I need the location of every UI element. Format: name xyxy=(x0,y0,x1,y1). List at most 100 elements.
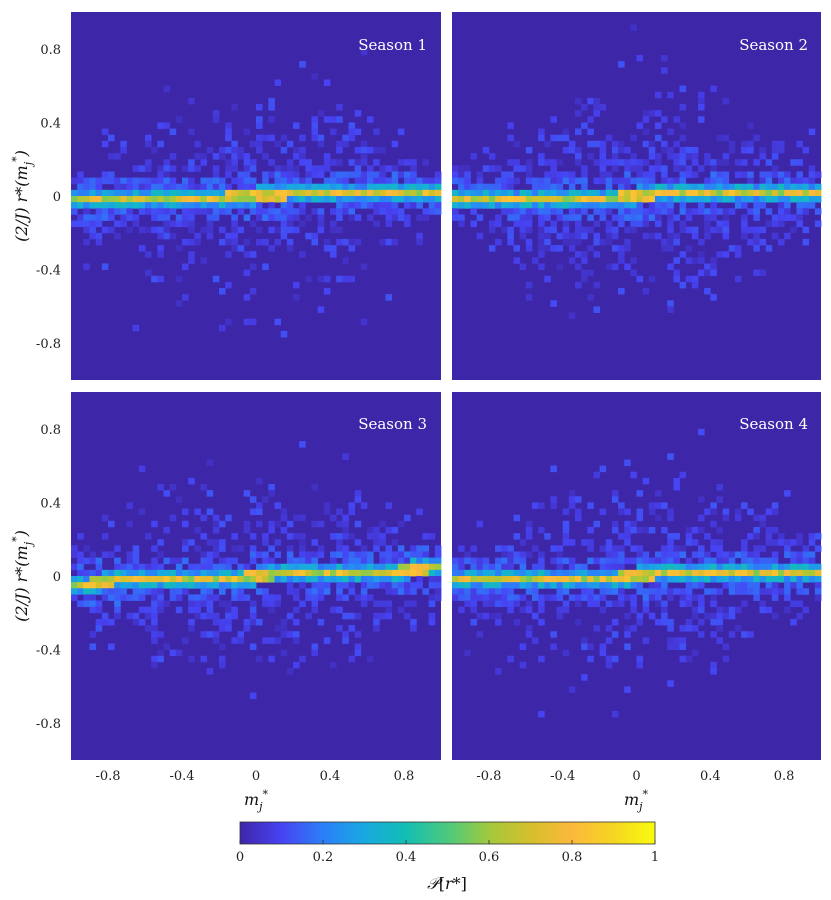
heatmap-cell xyxy=(200,159,208,166)
heatmap-cell xyxy=(404,189,411,197)
heatmap-cell xyxy=(237,153,245,160)
panel-season-1: Season 1 xyxy=(71,12,442,380)
heatmap-cell xyxy=(249,318,257,326)
heatmap-cell xyxy=(108,134,115,142)
heatmap-cell xyxy=(531,177,539,185)
heatmap-cell xyxy=(648,563,656,571)
heatmap-cell xyxy=(722,612,730,620)
heatmap-cell xyxy=(741,551,748,558)
heatmap-cell xyxy=(391,171,399,178)
heatmap-cell xyxy=(648,582,656,589)
heatmap-cell xyxy=(256,116,263,123)
heatmap-cell xyxy=(599,508,607,516)
heatmap-cell xyxy=(476,569,484,577)
heatmap-cell xyxy=(513,245,521,252)
heatmap-cell xyxy=(611,189,619,197)
heatmap-cell xyxy=(765,245,773,252)
heatmap-cell xyxy=(630,557,637,565)
heatmap-cell xyxy=(796,588,803,595)
heatmap-cell xyxy=(317,576,325,583)
heatmap-cell xyxy=(808,569,816,577)
heatmap-cell xyxy=(495,545,502,552)
heatmap-cell xyxy=(562,569,570,577)
heatmap-cell xyxy=(648,189,656,197)
y-tick-label: 0.4 xyxy=(40,496,61,511)
heatmap-cell xyxy=(513,165,521,172)
heatmap-cell xyxy=(507,171,514,178)
heatmap-cell xyxy=(126,551,134,558)
heatmap-cell xyxy=(624,238,631,246)
heatmap-cell xyxy=(765,533,773,540)
heatmap-cell xyxy=(243,189,251,197)
heatmap-cell xyxy=(243,165,251,172)
heatmap-cell xyxy=(249,263,257,270)
heatmap-cell xyxy=(237,202,245,209)
heatmap-cell xyxy=(728,551,736,558)
heatmap-cell xyxy=(212,165,220,172)
heatmap-cell xyxy=(654,576,662,583)
heatmap-cell xyxy=(120,202,127,209)
heatmap-cell xyxy=(219,146,226,154)
heatmap-cell xyxy=(120,146,127,154)
heatmap-cell xyxy=(458,214,465,221)
heatmap-cell xyxy=(379,189,386,197)
heatmap-cell xyxy=(685,539,693,546)
heatmap-cell xyxy=(753,183,760,191)
heatmap-cell xyxy=(243,569,251,577)
heatmap-cell xyxy=(286,196,294,203)
heatmap-cell xyxy=(404,582,411,589)
heatmap-cell xyxy=(734,514,742,522)
heatmap-cell xyxy=(501,183,508,191)
heatmap-cell xyxy=(163,600,171,608)
heatmap-cell xyxy=(404,177,411,185)
heatmap-cell xyxy=(163,202,171,209)
heatmap-cell xyxy=(268,520,275,528)
heatmap-cell xyxy=(470,545,477,552)
heatmap-cell xyxy=(268,563,275,571)
heatmap-cell xyxy=(206,668,214,675)
heatmap-cell xyxy=(630,569,637,577)
heatmap-cell xyxy=(691,576,699,583)
heatmap-cell xyxy=(513,140,521,148)
heatmap-cell xyxy=(759,269,767,277)
heatmap-cell xyxy=(342,196,349,203)
heatmap-cell xyxy=(550,643,557,650)
heatmap-cell xyxy=(188,159,195,166)
heatmap-cell xyxy=(525,226,533,234)
heatmap-cell xyxy=(379,576,386,583)
heatmap-cell xyxy=(538,594,545,601)
heatmap-cell xyxy=(219,196,226,203)
heatmap-cell xyxy=(470,594,477,601)
heatmap-cell xyxy=(348,576,356,583)
heatmap-cell xyxy=(114,600,121,608)
heatmap-cell xyxy=(243,520,251,528)
heatmap-cell xyxy=(710,668,717,675)
heatmap-cell xyxy=(391,196,399,203)
heatmap-cell xyxy=(299,134,306,142)
heatmap-cell xyxy=(323,177,331,185)
heatmap-cell xyxy=(790,618,797,626)
heatmap-cell xyxy=(360,551,368,558)
heatmap-cell xyxy=(305,159,312,166)
heatmap-cell xyxy=(206,202,214,209)
heatmap-cell xyxy=(422,196,430,203)
heatmap-cell xyxy=(482,588,490,595)
heatmap-cell xyxy=(311,600,319,608)
heatmap-cell xyxy=(138,183,146,191)
heatmap-cell xyxy=(575,582,582,589)
heatmap-cell xyxy=(188,582,195,589)
heatmap-cell xyxy=(188,220,195,228)
heatmap-cell xyxy=(385,545,393,552)
heatmap-cell xyxy=(667,625,674,632)
heatmap-cell xyxy=(538,551,545,558)
heatmap-cell xyxy=(336,275,343,283)
heatmap-cell xyxy=(654,159,662,166)
heatmap-cell xyxy=(618,146,625,154)
heatmap-cell xyxy=(101,202,109,209)
x-tick-label: -0.4 xyxy=(169,769,194,784)
heatmap-cell xyxy=(722,97,730,105)
heatmap-cell xyxy=(434,171,442,178)
heatmap-cell xyxy=(342,140,349,148)
heatmap-cell xyxy=(648,588,656,595)
heatmap-cell xyxy=(268,214,275,221)
